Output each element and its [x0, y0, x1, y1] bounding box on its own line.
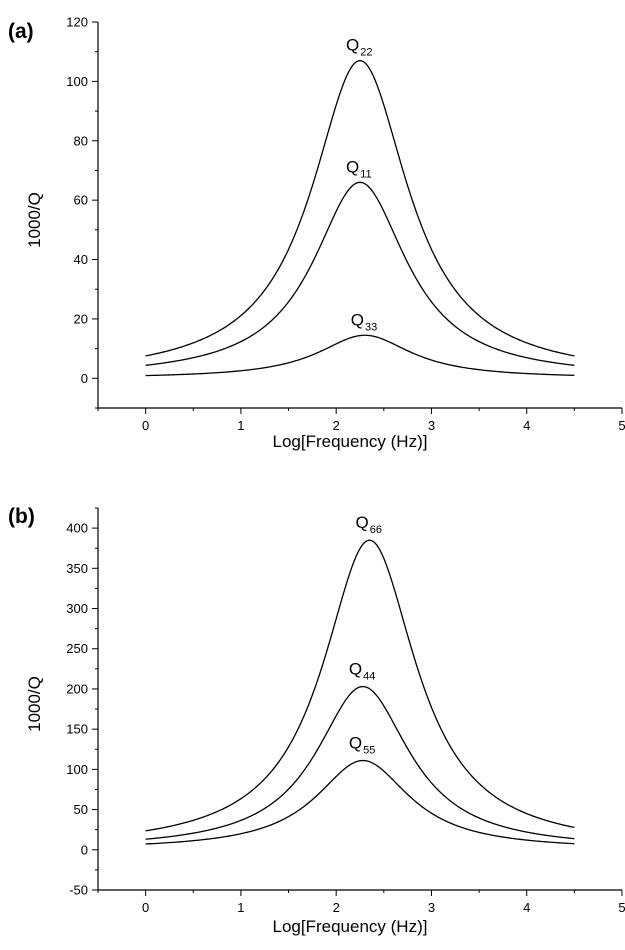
series-label-sub: 22 [360, 47, 372, 59]
y-tick-label: 20 [74, 311, 88, 326]
series-label-sub: 11 [360, 168, 371, 180]
y-tick-label: 150 [66, 722, 88, 737]
series-line-q11 [145, 181, 575, 366]
y-axis-title: 1000/Q [25, 192, 44, 248]
y-tick-label: 400 [66, 521, 88, 536]
series-label-q44: Q44 [349, 660, 375, 683]
series-label-main: Q [351, 310, 364, 329]
series-line-q33 [145, 334, 575, 377]
y-tick-label: 0 [81, 371, 88, 386]
x-tick-label: 3 [428, 900, 435, 915]
x-tick-label: 4 [523, 418, 530, 433]
series-label-sub: 44 [363, 671, 375, 683]
y-tick-label: 300 [66, 601, 88, 616]
series-line-q44 [145, 685, 575, 840]
x-tick-label: 0 [142, 900, 149, 915]
x-tick-label: 5 [618, 900, 625, 915]
series-label-q22: Q22 [346, 36, 372, 59]
x-axis-title: Log[Frequency (Hz)] [273, 432, 428, 451]
series-label-main: Q [346, 36, 359, 55]
series-label-sub: 66 [370, 524, 382, 536]
x-tick-label: 1 [237, 418, 244, 433]
series-label-q11: Q11 [346, 157, 372, 180]
y-tick-label: 120 [66, 15, 88, 30]
y-tick-label: 200 [66, 681, 88, 696]
series-line-q55 [145, 759, 575, 845]
y-axis-title: 1000/Q [25, 676, 44, 732]
x-tick-label: 2 [333, 418, 340, 433]
series-label-main: Q [356, 513, 369, 532]
series-label-main: Q [349, 660, 362, 679]
series-label-q55: Q55 [349, 734, 375, 757]
y-tick-label: 60 [74, 193, 88, 208]
series-line-q66 [145, 539, 575, 832]
y-tick-label: -50 [69, 883, 88, 898]
x-tick-label: 5 [618, 418, 625, 433]
x-tick-label: 1 [237, 900, 244, 915]
x-tick-label: 2 [333, 900, 340, 915]
y-tick-label: 0 [81, 842, 88, 857]
series-label-q66: Q66 [356, 513, 382, 536]
panel-label: (a) [8, 20, 34, 43]
x-axis-title: Log[Frequency (Hz)] [273, 917, 428, 936]
series-label-main: Q [349, 734, 362, 753]
y-tick-label: 100 [66, 74, 88, 89]
series-label-main: Q [346, 157, 359, 176]
y-tick-label: 40 [74, 252, 88, 267]
series-line-q22 [145, 59, 575, 357]
y-tick-label: 350 [66, 561, 88, 576]
y-tick-label: 50 [74, 802, 88, 817]
series-label-sub: 55 [363, 745, 375, 757]
y-tick-label: 250 [66, 641, 88, 656]
chart-panel-a: 0 1 2 3 4 5 0 20 40 60 80 100 120 Log[Frequency (Hz)]… [8, 15, 625, 452]
x-tick-label: 4 [523, 900, 530, 915]
x-tick-label: 3 [428, 418, 435, 433]
y-tick-label: 80 [74, 133, 88, 148]
y-tick-label: 100 [66, 762, 88, 777]
series-label-sub: 33 [365, 321, 377, 333]
panel-label: (b) [8, 505, 35, 528]
chart-panel-b: 0 1 2 3 4 5 -50 0 50 100 150 200 250 300 350 400 Log[Fre… [8, 505, 625, 936]
x-tick-label: 0 [142, 418, 149, 433]
series-label-q33: Q33 [351, 310, 377, 333]
